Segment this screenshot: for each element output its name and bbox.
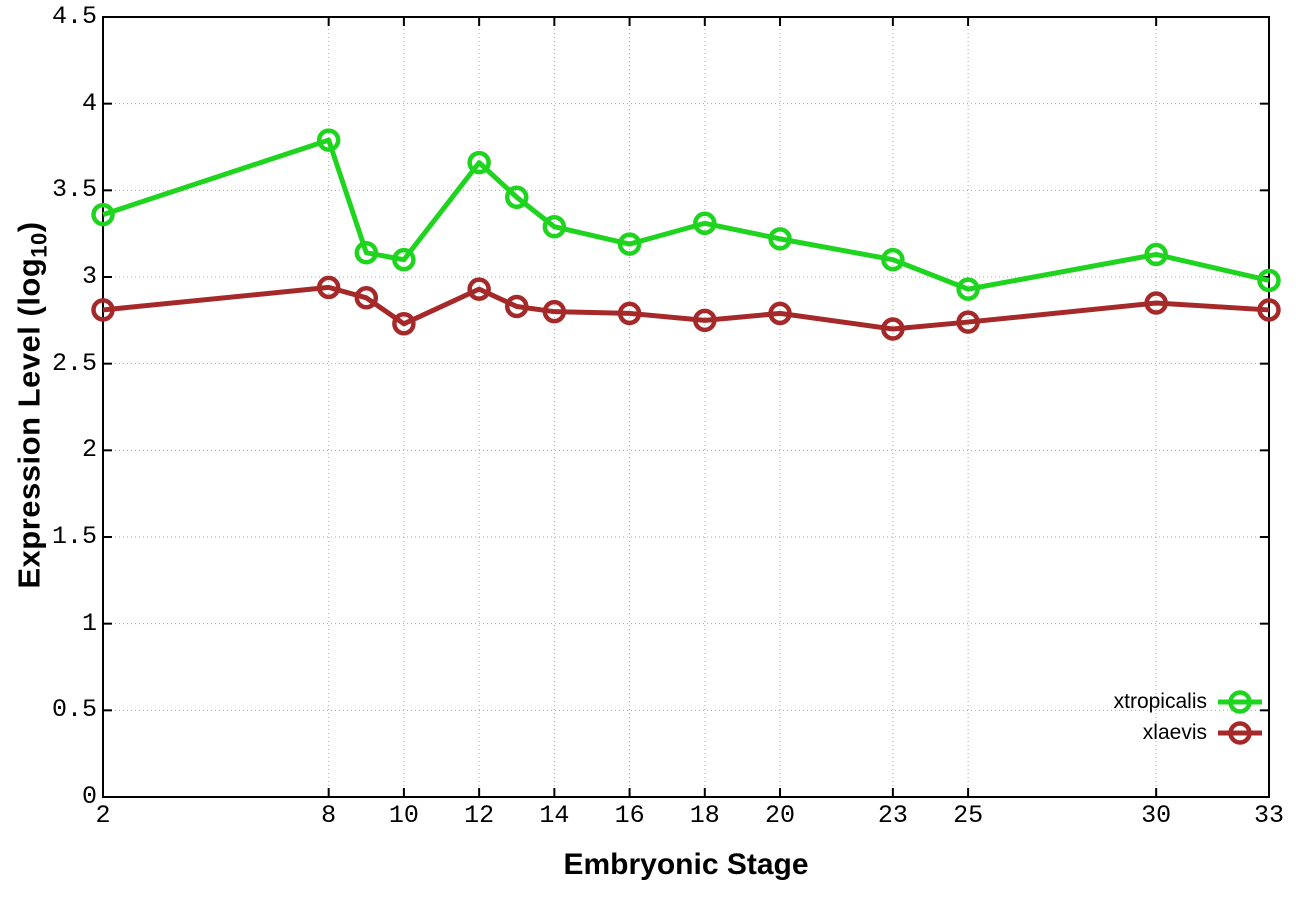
x-tick-label: 12 [464, 801, 495, 830]
data-point [354, 286, 379, 310]
data-point [467, 150, 491, 175]
y-tick-label: 4 [81, 88, 97, 118]
y-tick-label: 1.5 [51, 522, 97, 551]
x-tick-label: 8 [321, 801, 337, 830]
data-point [768, 227, 792, 251]
x-tick-label: 20 [765, 801, 796, 830]
data-point [1257, 268, 1281, 293]
x-tick-label: 30 [1141, 801, 1172, 830]
data-point [881, 247, 905, 272]
data-point [91, 202, 115, 227]
legend-item-xlaevis: xlaevis [1143, 717, 1263, 748]
y-axis-title: Expression Level (log10) [11, 221, 52, 588]
data-point [542, 299, 567, 324]
data-point [956, 277, 980, 301]
series-line-xtropicalis [102, 137, 1270, 292]
x-tick-label: 10 [388, 801, 419, 830]
data-point [392, 312, 416, 336]
data-point [504, 294, 529, 319]
gridlines [103, 17, 1269, 797]
data-point [617, 301, 642, 326]
data-point [1257, 298, 1281, 322]
y-axis-title-text: Expression Level (log [11, 257, 47, 589]
data-point [1144, 291, 1168, 315]
data-point [467, 277, 491, 301]
y-tick-label: 3 [81, 262, 97, 291]
x-axis-title: Embryonic Stage [563, 848, 809, 881]
x-tick-label: 14 [539, 801, 570, 830]
axis-tick-marks [102, 16, 1270, 798]
legend-label-xtropicalis: xtropicalis [1113, 689, 1207, 713]
y-tick-label: 0.5 [51, 695, 97, 725]
series-line-xlaevis [102, 284, 1270, 332]
y-tick-label: 0 [81, 782, 97, 811]
x-tick-label: 16 [614, 801, 645, 830]
legend-marker-icon-xtropicalis [1218, 689, 1262, 714]
data-point [956, 310, 980, 334]
data-point [881, 317, 905, 341]
plot-border [102, 16, 1270, 798]
y-axis-title-subscript: 10 [26, 232, 52, 258]
x-tick-label: 23 [877, 801, 908, 830]
y-tick-label: 3.5 [51, 175, 97, 205]
data-point [392, 247, 416, 272]
legend-item-xtropicalis: xtropicalis [1114, 686, 1263, 717]
series-points-xtropicalis [91, 128, 1281, 301]
data-point [768, 301, 792, 326]
data-point [1144, 242, 1168, 267]
data-point [316, 275, 341, 300]
legend: xtropicalis xlaevis [1114, 686, 1263, 748]
data-point [693, 308, 717, 333]
x-tick-label: 25 [953, 801, 984, 830]
data-point [354, 240, 379, 265]
y-tick-label: 4.5 [51, 2, 97, 31]
series-points-xlaevis [91, 275, 1281, 341]
data-point [693, 211, 717, 236]
legend-label-xlaevis: xlaevis [1142, 720, 1207, 744]
data-point [617, 232, 642, 256]
data-point [542, 214, 567, 239]
data-point [316, 128, 341, 152]
y-axis-title-close: ) [11, 221, 47, 233]
y-tick-label: 2.5 [51, 348, 97, 378]
y-tick-label: 2 [81, 435, 97, 465]
x-tick-label: 2 [95, 801, 111, 830]
x-tick-label: 33 [1253, 801, 1285, 830]
y-tick-label: 1 [81, 608, 97, 638]
x-tick-label: 18 [689, 801, 720, 830]
data-point [91, 298, 115, 322]
data-point [504, 185, 529, 210]
legend-marker-icon-xlaevis [1218, 720, 1262, 745]
